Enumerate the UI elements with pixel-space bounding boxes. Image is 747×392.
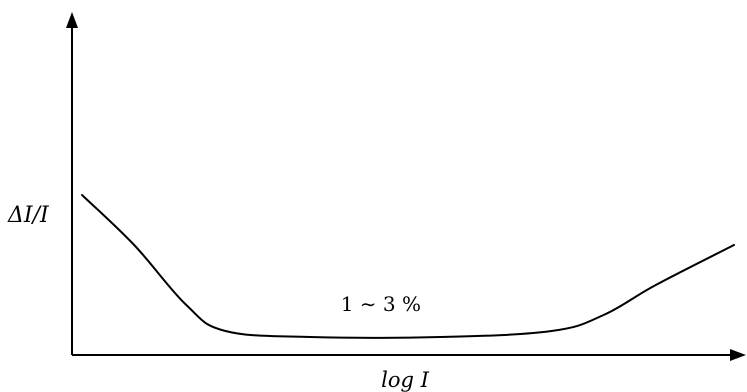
series-layer [81, 194, 735, 339]
annotation-layer: 1 ∼ 3 % [341, 292, 421, 316]
series-line [81, 194, 735, 339]
y-axis-label: ΔI/I [7, 203, 50, 228]
x-axis-arrow-icon [730, 349, 746, 361]
y-axis-arrow-icon [66, 12, 78, 28]
annotation-label: 1 ∼ 3 % [341, 292, 421, 316]
x-axis-label: log I [381, 368, 429, 392]
